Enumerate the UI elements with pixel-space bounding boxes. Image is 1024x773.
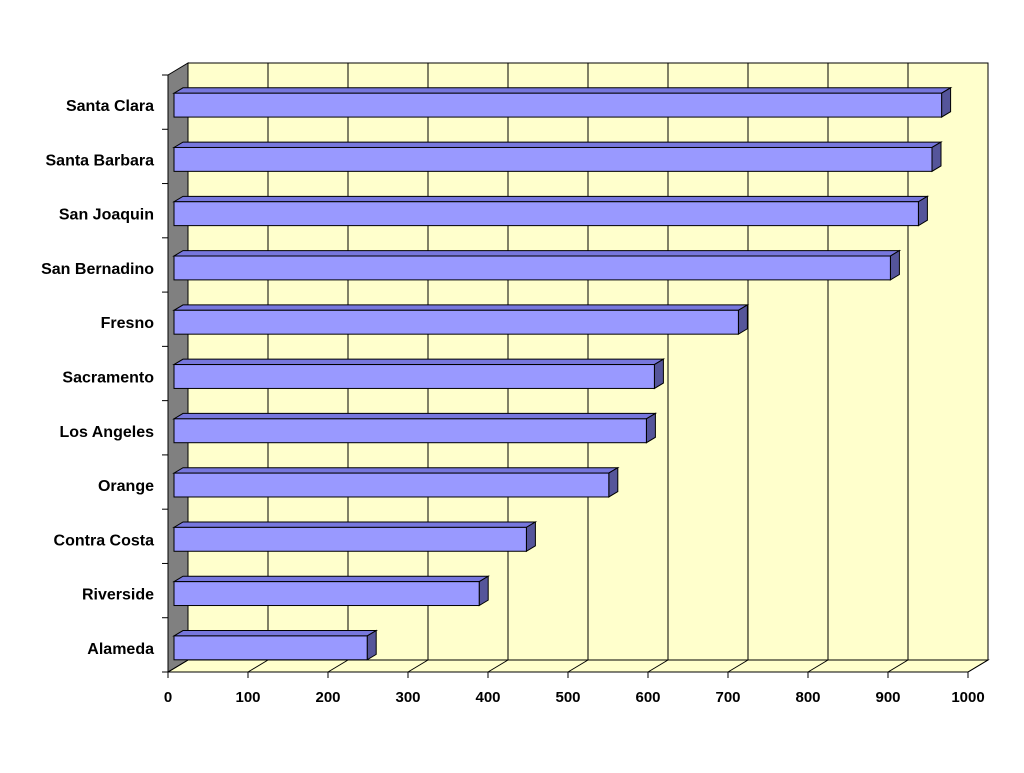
- category-label-orange: Orange: [98, 478, 154, 495]
- x-tick-label-600: 600: [635, 689, 660, 706]
- bar-top-los-angeles: [172, 412, 658, 420]
- bar-side-alameda: [366, 629, 377, 661]
- bar-top-santa-barbara: [172, 141, 943, 148]
- bar-top-riverside: [172, 575, 491, 583]
- bars: [172, 86, 953, 661]
- x-tick-label-400: 400: [475, 689, 500, 706]
- category-label-san-bernadino: San Bernadino: [41, 261, 154, 278]
- x-tick-label-900: 900: [875, 689, 900, 706]
- bar-top-santa-clara: [172, 87, 953, 94]
- floor-line-300: [407, 659, 429, 673]
- floor-line-900: [887, 659, 909, 673]
- bar-side-santa-barbara: [931, 141, 942, 173]
- bar-side-contra-costa: [525, 521, 536, 553]
- bar-side-san-joaquin: [917, 195, 928, 227]
- bar-sacramento: [173, 364, 655, 389]
- category-label-riverside: Riverside: [82, 587, 154, 604]
- bar-side-sacramento: [653, 358, 664, 390]
- bar-side-santa-clara: [941, 86, 952, 118]
- bar-san-bernadino: [173, 255, 891, 281]
- bar-side-orange: [608, 466, 619, 498]
- category-label-fresno: Fresno: [101, 315, 155, 332]
- bar-top-contra-costa: [172, 521, 538, 528]
- x-tick-label-100: 100: [235, 689, 260, 706]
- bar-top-alameda: [172, 630, 379, 637]
- bar-santa-clara: [173, 92, 943, 118]
- floor-line-700: [727, 659, 749, 673]
- bar-side-fresno: [737, 304, 748, 336]
- axes: [162, 74, 969, 678]
- bar-santa-barbara: [173, 146, 933, 172]
- x-tick-label-200: 200: [315, 689, 340, 706]
- floor-line-1000: [967, 659, 989, 673]
- bar-top-san-joaquin: [172, 195, 930, 203]
- axis-labels: Santa Clara Santa Barbara San Joaquin San B…: [41, 98, 985, 706]
- floor-line-400: [487, 659, 509, 673]
- floor-line-100: [247, 659, 269, 673]
- floor-line-800: [807, 659, 829, 673]
- bar-orange: [173, 472, 610, 498]
- x-tick-label-800: 800: [795, 689, 820, 706]
- x-tick-label-0: 0: [164, 689, 172, 706]
- category-label-alameda: Alameda: [87, 641, 154, 658]
- category-label-santa-clara: Santa Clara: [66, 98, 154, 115]
- bar-top-orange: [172, 467, 620, 474]
- category-label-santa-barbara: Santa Barbara: [46, 152, 155, 169]
- bar-fresno: [173, 309, 739, 335]
- floor-line-600: [647, 659, 669, 673]
- bar-los-angeles: [173, 418, 647, 444]
- floor-line-0: [167, 659, 189, 673]
- bar-contra-costa: [173, 526, 527, 552]
- floor-line-200: [327, 659, 349, 673]
- bar-top-fresno: [172, 304, 750, 311]
- x-tick-label-700: 700: [715, 689, 740, 706]
- bar-top-san-bernadino: [172, 250, 902, 257]
- bar-top-sacramento: [172, 358, 666, 366]
- category-label-sacramento: Sacramento: [62, 370, 154, 387]
- category-label-san-joaquin: San Joaquin: [59, 207, 154, 224]
- bar-alameda: [173, 635, 368, 661]
- bar-side-los-angeles: [645, 412, 656, 444]
- x-tick-label-1000: 1000: [951, 689, 984, 706]
- category-label-contra-costa: Contra Costa: [54, 532, 155, 549]
- bar-riverside: [173, 581, 480, 607]
- bar-san-joaquin: [173, 201, 919, 227]
- category-label-los-angeles: Los Angeles: [59, 424, 154, 441]
- bar-side-riverside: [478, 575, 489, 607]
- floor-line-500: [567, 659, 589, 673]
- bar-side-san-bernadino: [889, 249, 900, 281]
- x-tick-label-300: 300: [395, 689, 420, 706]
- x-tick-label-500: 500: [555, 689, 580, 706]
